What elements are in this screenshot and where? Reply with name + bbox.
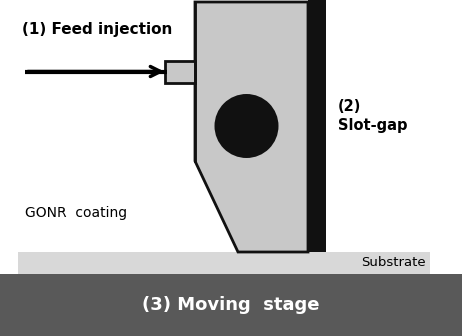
Bar bbox=[0, 274, 462, 336]
Text: Substrate: Substrate bbox=[361, 256, 426, 269]
Circle shape bbox=[214, 94, 279, 158]
Bar bbox=[165, 60, 195, 83]
Text: (1) Feed injection: (1) Feed injection bbox=[22, 22, 172, 37]
Polygon shape bbox=[195, 2, 308, 252]
Text: (3) Moving  stage: (3) Moving stage bbox=[142, 296, 320, 314]
Text: (2)
Slot-gap: (2) Slot-gap bbox=[338, 98, 407, 133]
Bar bbox=[308, 0, 326, 252]
Text: GONR  coating: GONR coating bbox=[25, 206, 127, 220]
Bar bbox=[18, 252, 430, 274]
